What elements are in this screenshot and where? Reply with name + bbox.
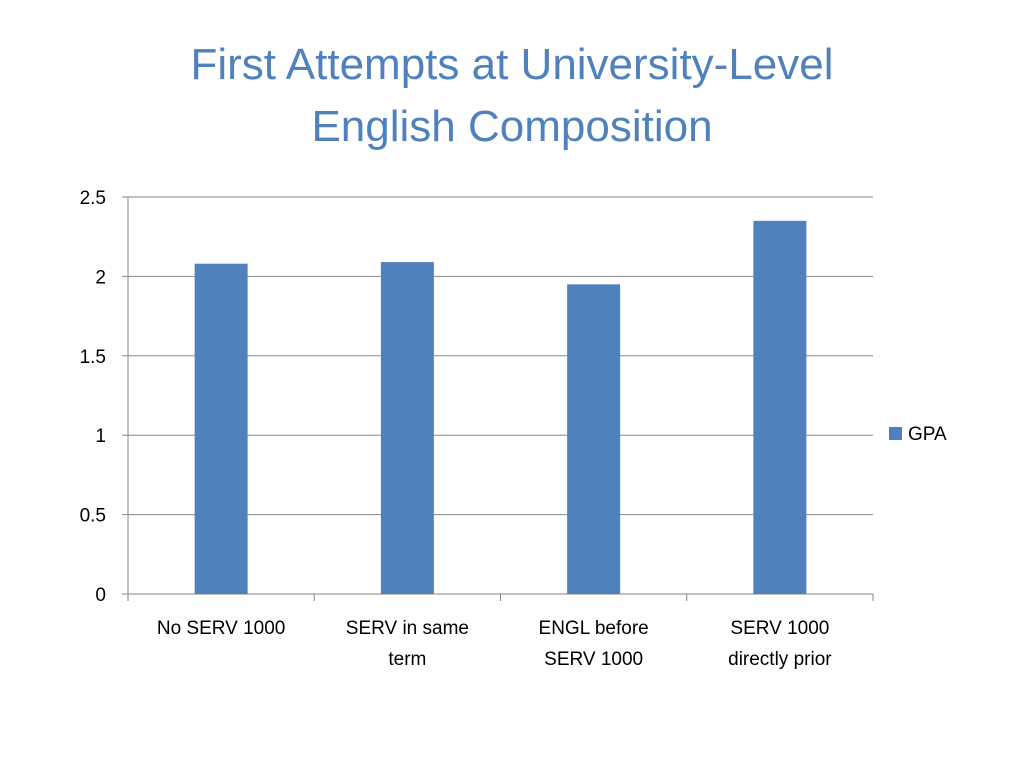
x-tick-label: SERV 1000 directly prior (728, 618, 832, 670)
x-tick-label: No SERV 1000 (157, 618, 286, 639)
y-tick-label: 0.5 (80, 506, 106, 527)
x-tick-label-line: SERV 1000 (730, 618, 829, 639)
y-axis: 0 0.5 1 1.5 2 2.5 (80, 188, 129, 606)
bar-4 (753, 220, 807, 594)
legend-swatch (889, 427, 902, 440)
legend: GPA (889, 424, 947, 445)
bar-1 (194, 263, 248, 594)
gridlines (128, 196, 873, 516)
legend-label: GPA (908, 424, 947, 445)
x-tick-label: SERV in same term (346, 618, 469, 670)
x-tick-label-line: directly prior (728, 649, 832, 670)
x-tick-label-line: ENGL before (539, 618, 649, 639)
y-tick-label: 1 (95, 426, 106, 447)
slide-title-line-1: First Attempts at University-Level (190, 40, 834, 89)
x-tick-label-line: term (388, 649, 426, 670)
bar-2 (380, 262, 434, 594)
x-tick-label-line: SERV in same (346, 618, 469, 639)
y-tick-label: 0 (95, 585, 106, 606)
y-tick-label: 1.5 (80, 347, 106, 368)
y-tick-label: 2.5 (80, 188, 106, 209)
x-axis: No SERV 1000 SERV in same term ENGL before S… (127, 593, 874, 670)
y-tick-label: 2 (95, 267, 106, 288)
bar-3 (567, 284, 621, 594)
slide-title-line-2: English Composition (311, 102, 713, 151)
x-tick-label-line: No SERV 1000 (157, 618, 286, 639)
bars (194, 220, 807, 594)
x-tick-label-line: SERV 1000 (544, 649, 643, 670)
x-tick-label: ENGL before SERV 1000 (539, 618, 649, 670)
slide-title: First Attempts at University-Level Engli… (62, 34, 962, 158)
